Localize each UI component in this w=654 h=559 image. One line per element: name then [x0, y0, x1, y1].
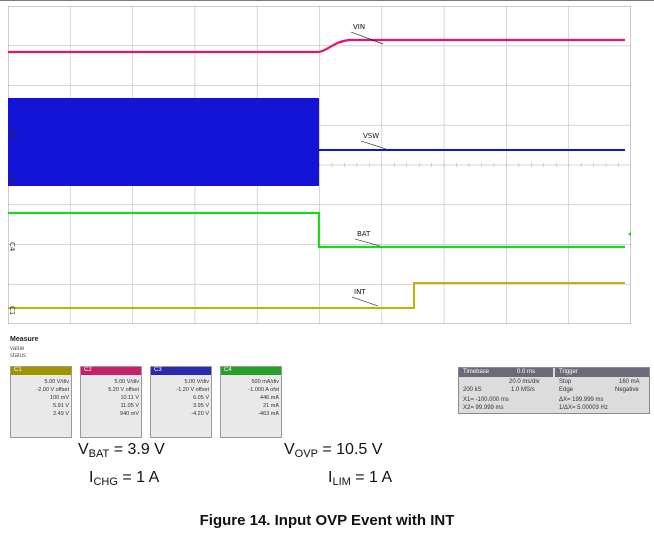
- card-rows: 500 mA/div -1.000 A ofst 446 mA 21 mA -463…: [248, 379, 279, 417]
- measure-value-row: value: [10, 346, 25, 352]
- card-header: C2: [81, 367, 141, 375]
- ch1-marker: C1: [8, 306, 16, 315]
- card-rows: 5.00 V/div -1.20 V offset 6.05 V 3.95 V -4…: [176, 379, 209, 417]
- bat-edge-marker: [628, 231, 631, 237]
- figure-caption: Figure 14. Input OVP Event with INT: [199, 512, 455, 529]
- channel-card-c3[interactable]: C3 5.00 V/div -1.20 V offset 6.05 V 3.95 V…: [150, 366, 212, 438]
- card-header: C4: [221, 367, 281, 375]
- card-header: C1: [11, 367, 71, 375]
- int-trace: [8, 282, 625, 309]
- trigger-title: Trigger: [559, 369, 578, 375]
- ch2-marker: C2: [8, 129, 16, 138]
- channel-card-c1[interactable]: C1 5.00 V/div -2.00 V offset 100 mV 5.91 V…: [10, 366, 72, 438]
- vin-label: VIN: [353, 23, 365, 31]
- vsw-switching-band: [8, 98, 319, 186]
- channel-card-c2[interactable]: C2 5.00 V/div 5.20 V offset 10.11 V 11.05 …: [80, 366, 142, 438]
- scope-waveforms: [8, 38, 631, 309]
- ilim-condition: ILIM = 1 A: [328, 469, 393, 488]
- card-header: C3: [151, 367, 211, 375]
- timebase-title: Timebase: [463, 369, 490, 375]
- card-rows: 5.00 V/div -2.00 V offset 100 mV 5.91 V 2.…: [36, 379, 69, 417]
- top-rule: [0, 0, 654, 1]
- bat-label: BAT: [357, 230, 371, 238]
- scope-labels: VIN VSW BAT INT C2 C3 C4 C1: [8, 23, 387, 315]
- timebase-trigger-panel[interactable]: Timebase 0.0 ms Trigger 20.0 ms/div Stop…: [458, 367, 650, 414]
- vin-trace: [8, 38, 625, 54]
- ichg-condition: ICHG = 1 A: [89, 469, 160, 488]
- timebase-value: 0.0 ms: [517, 369, 536, 375]
- ch3-marker: C3: [8, 174, 16, 183]
- measure-panel: Measure value status C1 5.00 V/div -2.00 …: [10, 332, 650, 438]
- channel-card-c4[interactable]: C4 500 mA/div -1.000 A ofst 446 mA 21 mA -…: [220, 366, 282, 438]
- vbat-condition: VBAT = 3.9 V: [78, 441, 165, 460]
- card-rows: 5.00 V/div 5.20 V offset 10.11 V 11.05 V 9…: [108, 379, 139, 417]
- ch4-marker: C4: [8, 242, 16, 252]
- vovp-condition: VOVP = 10.5 V: [284, 441, 383, 460]
- oscilloscope-screen: VIN VSW BAT INT C2 C3 C4 C1: [8, 6, 631, 324]
- int-label: INT: [354, 288, 366, 296]
- bat-trace: [8, 211, 625, 249]
- oscilloscope-plot: VIN VSW BAT INT C2 C3 C4 C1: [8, 6, 631, 324]
- vsw-label: VSW: [363, 132, 379, 140]
- measure-title: Measure: [10, 336, 39, 343]
- measure-status-row: status: [10, 353, 27, 359]
